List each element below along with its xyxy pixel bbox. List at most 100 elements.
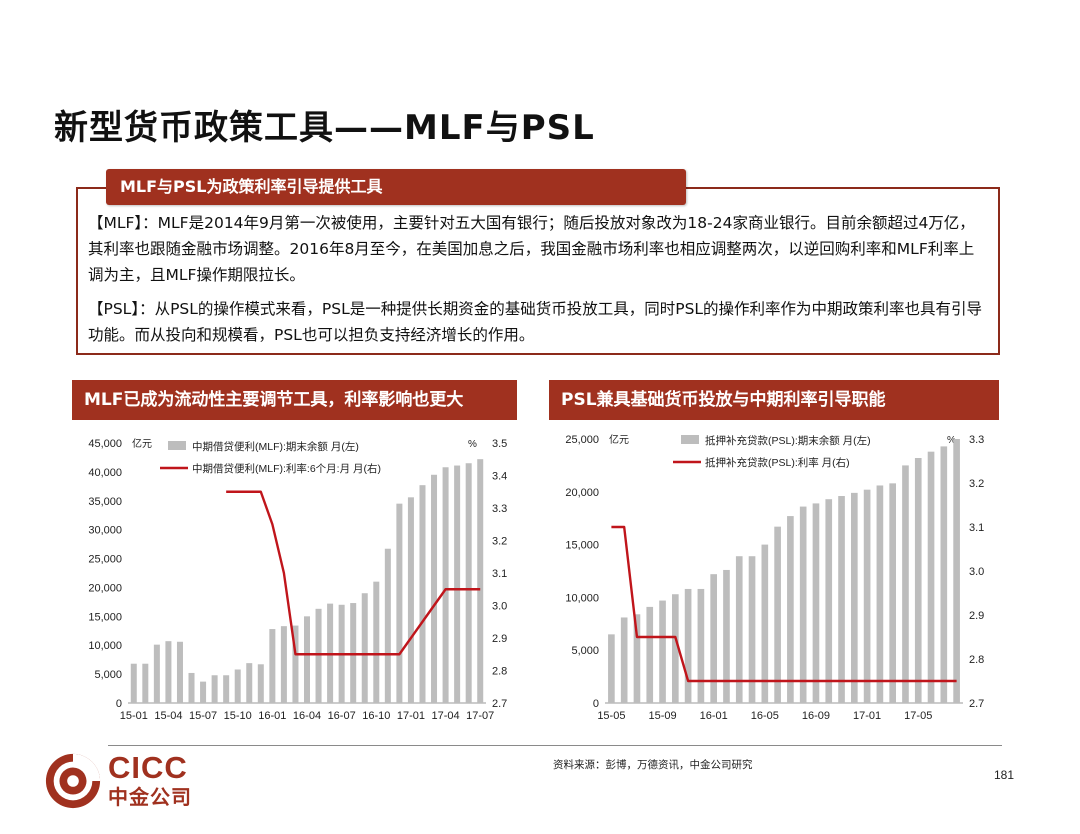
y-left-unit-label: 亿元	[609, 433, 629, 446]
mlf-panel-title: MLF已成为流动性主要调节工具，利率影响也更大	[72, 380, 517, 420]
y-left-tick-label: 10,000	[88, 640, 122, 652]
bar	[953, 439, 960, 703]
y-left-tick-label: 0	[116, 698, 122, 710]
bar	[419, 485, 426, 703]
bar	[659, 600, 666, 703]
bar	[850, 492, 858, 703]
y-right-tick-label: 3.3	[492, 503, 507, 515]
bar	[684, 588, 692, 703]
bar	[633, 614, 641, 703]
bar	[465, 463, 472, 703]
bar	[787, 516, 794, 703]
y-right-tick-label: 2.8	[969, 654, 984, 666]
y-right-tick-label: 2.9	[492, 633, 507, 645]
bar	[396, 503, 403, 703]
y-left-tick-label: 25,000	[565, 434, 599, 446]
y-right-tick-label: 3.0	[492, 601, 507, 613]
y-right-tick-label: 2.7	[969, 698, 984, 710]
legend-bar-swatch	[681, 435, 699, 444]
y-right-tick-label: 3.0	[969, 566, 984, 578]
y-left-tick-label: 5,000	[94, 669, 122, 681]
y-left-tick-label: 20,000	[88, 582, 122, 594]
bar	[454, 465, 461, 703]
summary-tab: MLF与PSL为政策利率引导提供工具	[106, 169, 686, 205]
y-left-tick-label: 15,000	[88, 611, 122, 623]
x-tick-label: 17-07	[466, 710, 494, 722]
legend-bar-label: 抵押补充贷款(PSL):期末余额 月(左)	[705, 434, 871, 447]
y-right-tick-label: 3.1	[969, 522, 984, 534]
bar	[384, 548, 391, 703]
bar	[234, 669, 241, 703]
bar	[223, 675, 230, 703]
y-right-tick-label: 3.2	[492, 536, 507, 548]
bar	[735, 556, 743, 703]
y-right-tick-label: 3.5	[492, 438, 507, 450]
bar	[799, 506, 807, 703]
psl-chart: 0 5,000 10,000 15,000 20,000 25,000 2.7 2.8 2.9 3…	[565, 433, 984, 722]
y-right-tick-label: 3.4	[492, 471, 507, 483]
summary-mlf-paragraph: 【MLF】：MLF是2014年9月第一次被使用，主要针对五大国有银行；随后投放对…	[88, 214, 975, 284]
bar	[200, 681, 207, 703]
y-left-tick-label: 5,000	[571, 645, 599, 657]
bar	[646, 606, 654, 703]
bar	[723, 569, 730, 703]
summary-psl-paragraph: 【PSL】：从PSL的操作模式来看，PSL是一种提供长期资金的基础货币投放工具，…	[88, 300, 983, 344]
page-number: 181	[994, 768, 1015, 782]
bar	[407, 497, 414, 703]
summary-text: 【MLF】：MLF是2014年9月第一次被使用，主要针对五大国有银行；随后投放对…	[88, 210, 988, 356]
y-left-tick-label: 10,000	[565, 592, 599, 604]
x-tick-label: 15-07	[189, 710, 217, 722]
y-right-tick-label: 2.8	[492, 666, 507, 678]
bar	[902, 465, 909, 703]
y-left-tick-label: 0	[593, 698, 599, 710]
logo-text-en: CICC	[108, 750, 188, 785]
x-tick-label: 17-01	[397, 710, 425, 722]
logo-text-cn: 中金公司	[108, 785, 192, 809]
x-tick-label: 16-04	[293, 710, 321, 722]
x-tick-label: 16-05	[751, 710, 779, 722]
legend-line-label: 抵押补充贷款(PSL):利率 月(右)	[705, 456, 850, 469]
bar	[774, 526, 781, 703]
rate-line	[226, 490, 481, 656]
bar	[477, 459, 484, 703]
bar	[671, 594, 679, 703]
y-left-tick-label: 30,000	[88, 525, 122, 537]
bar	[608, 634, 615, 703]
legend-bar-swatch	[168, 441, 186, 450]
bar	[825, 499, 833, 703]
y-right-tick-label: 3.2	[969, 478, 984, 490]
bar	[889, 483, 897, 703]
cicc-logo-icon	[45, 753, 101, 809]
y-left-unit-label: 亿元	[132, 437, 152, 450]
bar	[303, 616, 311, 703]
y-right-tick-label: 3.3	[969, 434, 984, 446]
bar	[761, 544, 769, 703]
x-tick-label: 16-07	[328, 710, 356, 722]
legend-bar-label: 中期借贷便利(MLF):期末余额 月(左)	[192, 440, 359, 453]
bar	[350, 603, 357, 703]
x-tick-label: 15-04	[154, 710, 182, 722]
bar	[748, 556, 756, 703]
bar	[927, 451, 935, 703]
bar	[361, 593, 368, 703]
footer-divider	[108, 745, 1002, 746]
y-left-tick-label: 25,000	[88, 554, 122, 566]
psl-panel-title: PSL兼具基础货币投放与中期利率引导职能	[549, 380, 999, 420]
y-right-unit-label: %	[468, 439, 477, 450]
bar	[176, 641, 183, 703]
summary-box	[76, 187, 1000, 355]
bar	[142, 663, 149, 703]
bar	[442, 467, 449, 703]
x-tick-label: 17-01	[853, 710, 881, 722]
x-tick-label: 15-09	[648, 710, 676, 722]
bar	[620, 617, 628, 703]
bar	[373, 581, 380, 703]
y-right-tick-label: 3.1	[492, 568, 507, 580]
bar	[130, 663, 137, 703]
bar	[697, 588, 705, 703]
x-tick-label: 16-10	[362, 710, 390, 722]
y-right-unit-label: %	[947, 435, 956, 446]
y-left-tick-label: 45,000	[88, 438, 122, 450]
y-left-tick-label: 20,000	[565, 487, 599, 499]
bar	[838, 496, 845, 703]
